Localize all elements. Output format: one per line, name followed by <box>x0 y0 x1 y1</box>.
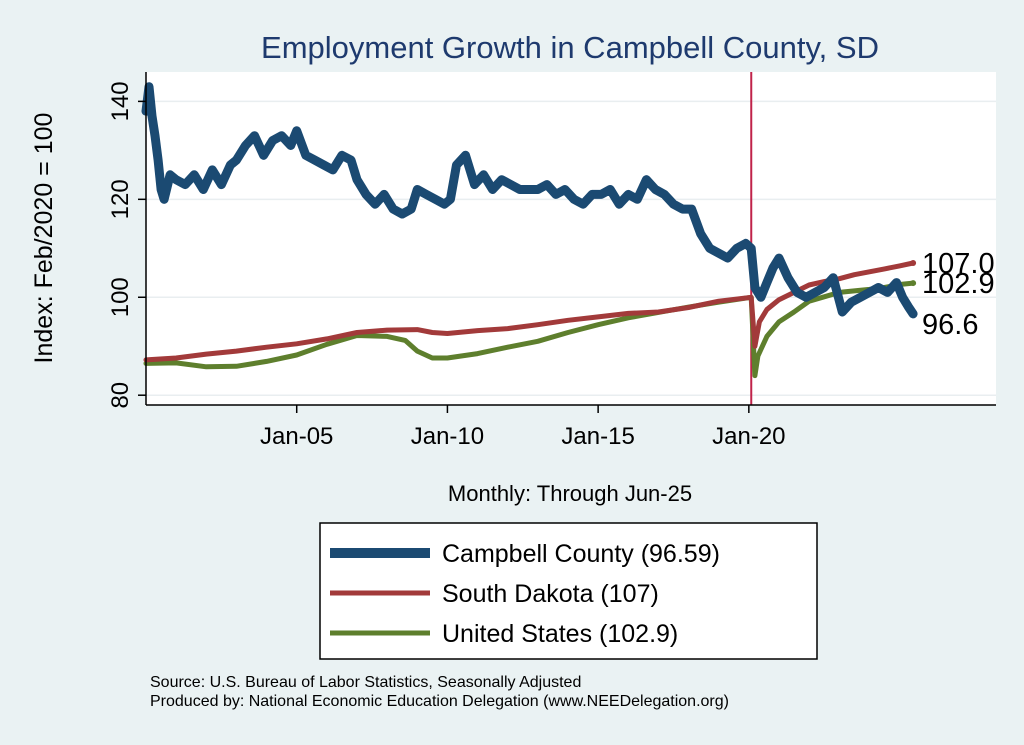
series-line-united-states <box>143 280 916 379</box>
legend-label-1: South Dakota (107) <box>442 580 659 608</box>
series-layer <box>141 82 918 379</box>
x-tick-label-Jan-20: Jan-20 <box>712 423 785 450</box>
x-tick-label-Jan-05: Jan-05 <box>260 423 333 450</box>
legend: Campbell County (96.59) South Dakota (107… <box>319 522 818 660</box>
y-tick-label-140: 140 <box>107 81 134 121</box>
series-line-campbell-county <box>141 82 918 319</box>
end-label-2: 102.9 <box>922 268 995 300</box>
x-axis-label: Monthly: Through Jun-25 <box>448 481 692 506</box>
chart-title: Employment Growth in Campbell County, SD <box>261 30 879 65</box>
axes <box>145 72 996 406</box>
source-note: Source: U.S. Bureau of Labor Statistics,… <box>150 674 582 691</box>
end-marker-0 <box>910 310 917 317</box>
x-tick-label-Jan-15: Jan-15 <box>561 423 634 450</box>
x-tick-label-Jan-10: Jan-10 <box>411 423 484 450</box>
y-axis-label: Index: Feb/2020 = 100 <box>30 113 58 364</box>
end-label-0: 96.6 <box>922 309 978 341</box>
end-marker-1 <box>910 259 917 266</box>
plot-area <box>146 72 996 405</box>
producer-note: Produced by: National Economic Education… <box>150 693 729 710</box>
end-label-1: 107.0 <box>922 248 995 280</box>
legend-label-2: United States (102.9) <box>442 620 678 648</box>
y-axis-ticks: 80 100 120 140 <box>107 81 146 409</box>
legend-label-0: Campbell County (96.59) <box>442 540 720 568</box>
y-tick-label-120: 120 <box>107 179 134 219</box>
x-axis-ticks: Jan-05 Jan-10 Jan-15 Jan-20 <box>260 405 786 450</box>
end-marker-2 <box>910 280 917 287</box>
y-tick-label-80: 80 <box>107 382 134 409</box>
y-tick-label-100: 100 <box>107 277 134 317</box>
